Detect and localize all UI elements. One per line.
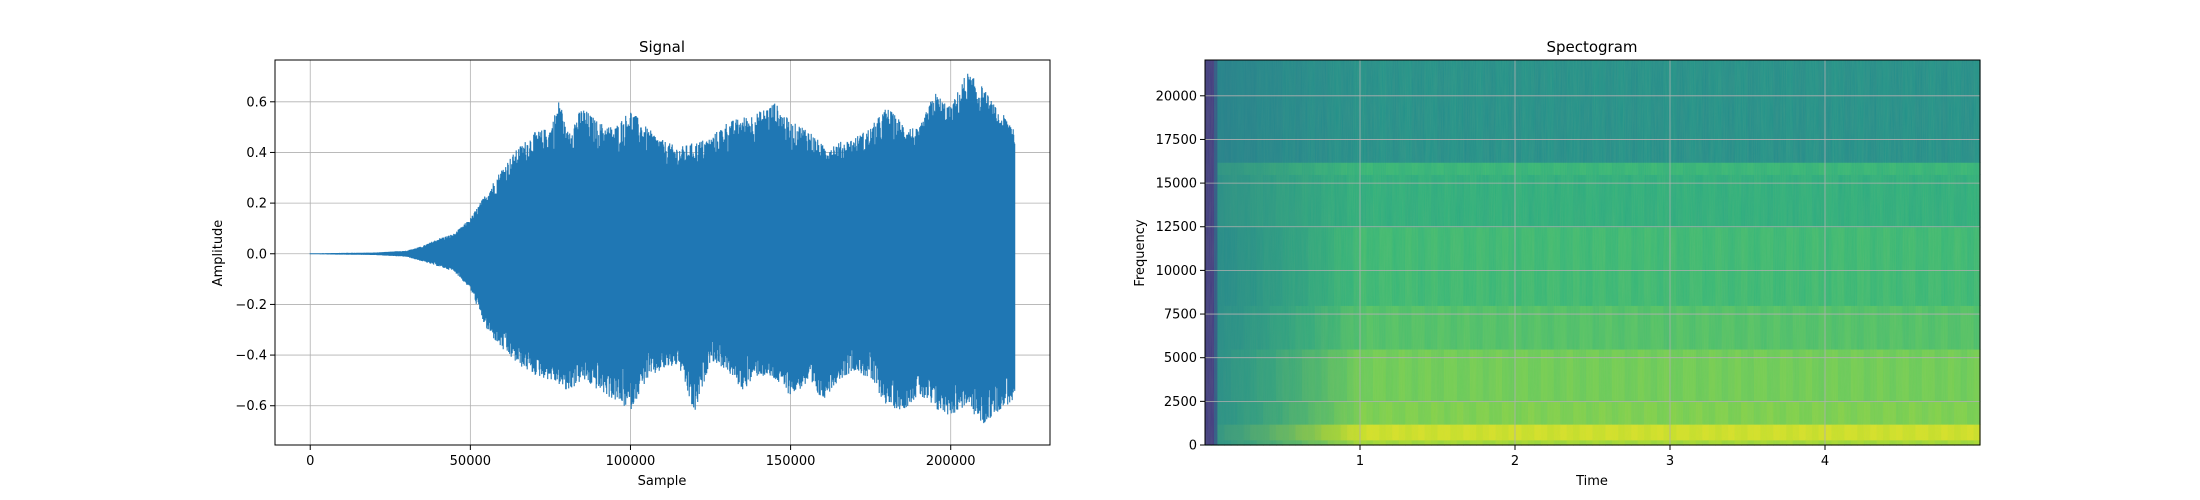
signal-x-tick-label: 100000 xyxy=(606,454,656,469)
spectrogram-x-tick-label: 4 xyxy=(1821,454,1829,469)
signal-x-tick-label: 50000 xyxy=(450,454,491,469)
signal-x-tick-label: 0 xyxy=(306,454,314,469)
spectrogram-y-tick-label: 17500 xyxy=(1156,133,1197,148)
signal-axes-frame xyxy=(274,59,1051,446)
spectrogram-axes-frame xyxy=(1204,59,1981,446)
spectrogram-x-tick-label: 3 xyxy=(1666,454,1674,469)
spectrogram-plot: Spectogram 1 2 3 4 0 2500 5000 7500 10000 12500 1… xyxy=(1133,38,1981,489)
spectrogram-y-tick-label: 20000 xyxy=(1156,89,1197,104)
signal-y-tick-label: −0.4 xyxy=(235,349,267,364)
signal-y-ticks: −0.6 −0.4 −0.2 0.0 0.2 0.4 0.6 xyxy=(235,95,275,414)
spectrogram-y-tick-label: 10000 xyxy=(1156,264,1197,279)
spectrogram-xlabel: Time xyxy=(1575,474,1608,489)
spectrogram-x-ticks: 1 2 3 4 xyxy=(1356,445,1829,469)
spectrogram-y-tick-label: 15000 xyxy=(1156,177,1197,192)
spectrogram-x-tick-label: 1 xyxy=(1356,454,1364,469)
signal-plot: Signal 0 50000 100000 150000 200000 −0.6 −0.4… xyxy=(211,38,1051,489)
spectrogram-y-tick-label: 2500 xyxy=(1164,395,1197,410)
spectrogram-y-tick-label: 5000 xyxy=(1164,351,1197,366)
spectrogram-y-ticks: 0 2500 5000 7500 10000 12500 15000 17500 20000 xyxy=(1156,89,1205,454)
spectrogram-x-tick-label: 2 xyxy=(1511,454,1519,469)
signal-x-ticks: 0 50000 100000 150000 200000 xyxy=(306,445,976,469)
signal-waveform xyxy=(309,73,1016,424)
signal-xlabel: Sample xyxy=(638,474,687,489)
signal-y-tick-label: 0.4 xyxy=(246,146,267,161)
spectrogram-y-tick-label: 12500 xyxy=(1156,220,1197,235)
signal-y-tick-label: 0.0 xyxy=(246,247,267,262)
spectrogram-title: Spectogram xyxy=(1546,38,1637,56)
spectrogram-grid xyxy=(1205,60,1980,445)
signal-y-tick-label: −0.2 xyxy=(235,298,267,313)
spectrogram-y-tick-label: 7500 xyxy=(1164,308,1197,323)
spectrogram-ylabel: Frequency xyxy=(1133,219,1148,286)
signal-y-tick-label: 0.2 xyxy=(246,197,267,212)
signal-ylabel: Amplitude xyxy=(211,220,226,287)
signal-y-tick-label: −0.6 xyxy=(235,399,267,414)
spectrogram-onset-fade xyxy=(1214,60,1364,445)
signal-title: Signal xyxy=(639,38,685,56)
signal-x-tick-label: 150000 xyxy=(766,454,816,469)
spectrogram-y-tick-label: 0 xyxy=(1189,439,1197,454)
signal-x-tick-label: 200000 xyxy=(926,454,976,469)
signal-y-tick-label: 0.6 xyxy=(246,95,267,110)
